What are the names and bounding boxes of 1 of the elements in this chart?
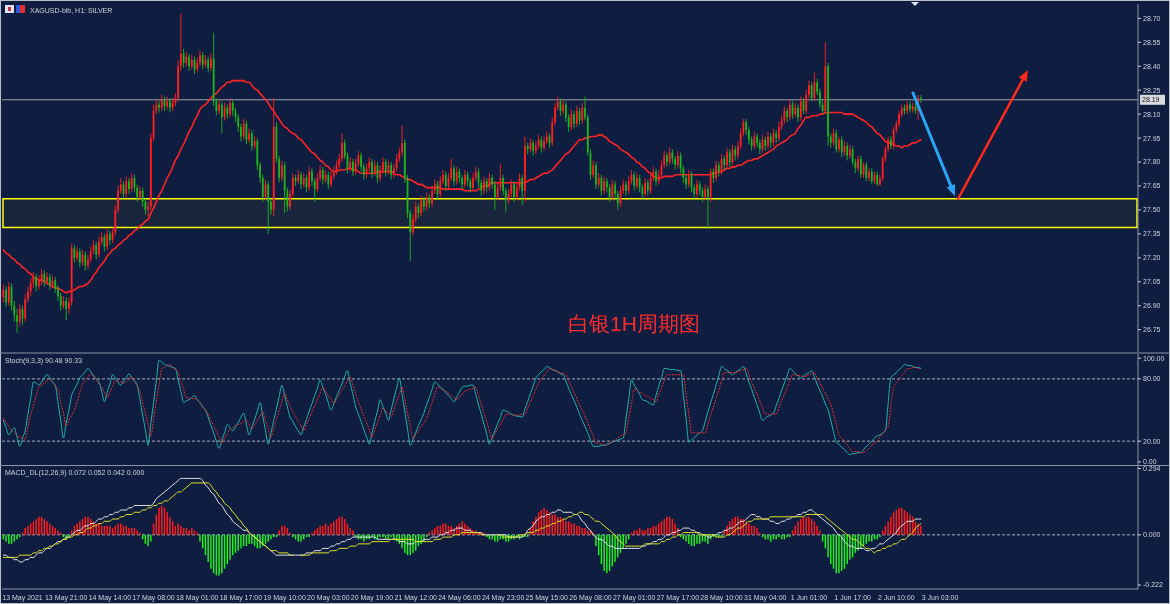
annotation: 白银1H周期图	[568, 312, 700, 335]
